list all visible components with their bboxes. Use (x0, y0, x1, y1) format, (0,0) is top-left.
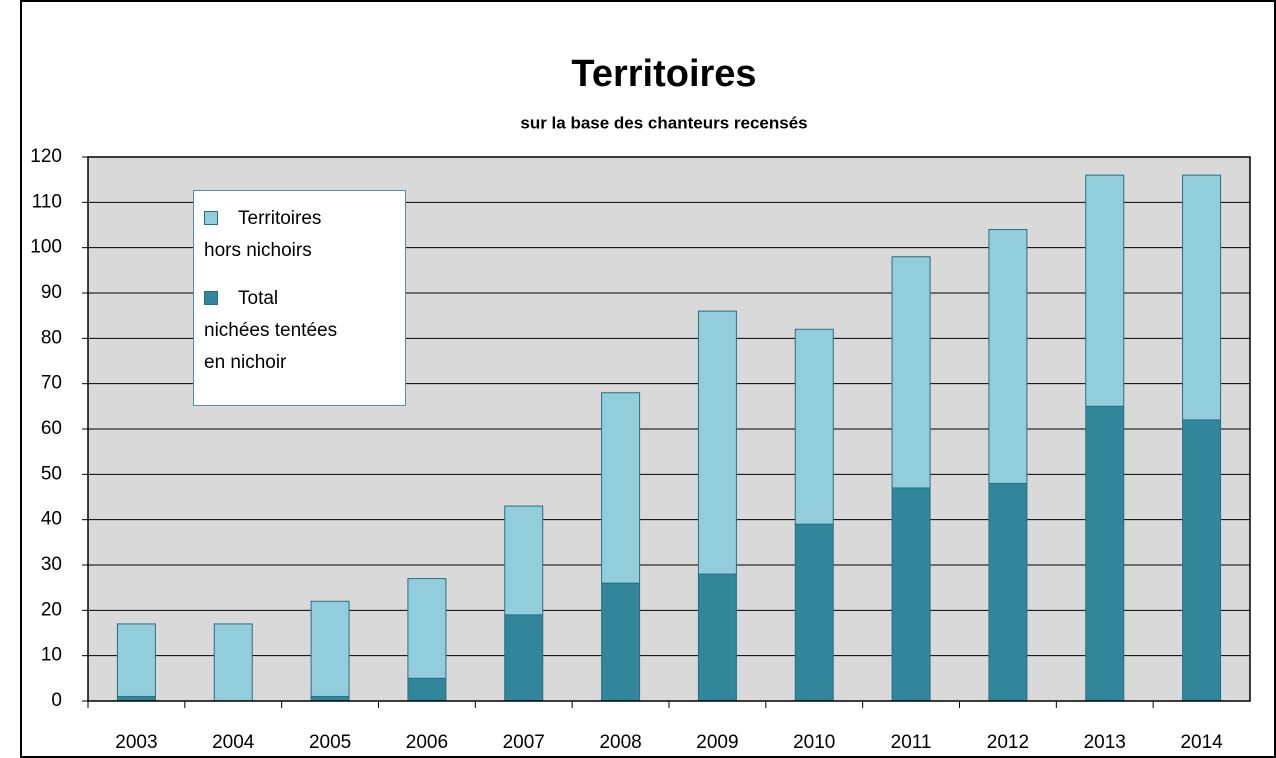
y-tick-label: 0 (51, 690, 62, 711)
legend-entry: Territoires hors nichoirs (204, 203, 344, 267)
bar-segment (1085, 174, 1125, 407)
bar-segment (891, 256, 931, 489)
y-tick-label: 50 (41, 463, 62, 484)
bar-segment (407, 677, 447, 702)
legend-label: Territoires hors nichoirs (204, 208, 322, 261)
legend: Territoires hors nichoirs Total nichées t… (193, 190, 406, 406)
bar-segment (504, 505, 544, 616)
chart-subtitle: sur la base des chanteurs recensés (520, 113, 807, 132)
x-tick-label: 2007 (503, 732, 545, 753)
legend-entry: Total nichées tentées en nichoir (204, 283, 344, 379)
x-tick-label: 2003 (115, 732, 157, 753)
y-tick-label: 120 (30, 146, 62, 167)
bar-segment (794, 328, 834, 525)
bar-segment (407, 578, 447, 679)
y-tick-label: 60 (41, 418, 62, 439)
x-tick-label: 2011 (891, 732, 932, 753)
bar-segment (794, 523, 834, 702)
y-tick-label: 80 (41, 327, 62, 348)
legend-label: Total nichées tentées en nichoir (204, 288, 338, 373)
legend-swatch (204, 291, 218, 305)
bar-segment (601, 392, 641, 584)
bar-segment (1182, 419, 1222, 702)
bar-segment (504, 614, 544, 702)
y-tick-label: 90 (41, 282, 62, 303)
bar-segment (1085, 405, 1125, 702)
y-tick-label: 30 (41, 554, 62, 575)
bar-segment (601, 582, 641, 702)
bar-segment (1182, 174, 1222, 421)
bar-segment (988, 229, 1028, 484)
bar-segment (213, 623, 253, 702)
x-tick-label: 2010 (793, 732, 835, 753)
y-tick-label: 10 (41, 645, 62, 666)
y-tick-label: 40 (41, 509, 62, 530)
bar-segment (697, 573, 737, 702)
chart-title: Territoires (571, 53, 756, 95)
x-tick-label: 2012 (987, 732, 1029, 753)
x-tick-label: 2014 (1180, 732, 1223, 753)
x-tick-label: 2008 (599, 732, 641, 753)
bar-segment (697, 310, 737, 575)
x-tick-label: 2013 (1084, 732, 1126, 753)
x-tick-label: 2009 (696, 732, 738, 753)
y-tick-label: 20 (41, 599, 62, 620)
bar-segment (988, 482, 1028, 702)
bar-segment (116, 623, 156, 697)
bar-segment (891, 487, 931, 702)
plot-border (87, 156, 1251, 702)
x-tick-label: 2006 (406, 732, 448, 753)
y-tick-label: 100 (30, 237, 62, 258)
x-tick-label: 2005 (309, 732, 351, 753)
legend-swatch (204, 211, 218, 225)
y-tick-label: 110 (32, 191, 62, 212)
x-tick-label: 2004 (212, 732, 255, 753)
y-tick-label: 70 (41, 373, 62, 394)
bar-segment (310, 600, 350, 697)
